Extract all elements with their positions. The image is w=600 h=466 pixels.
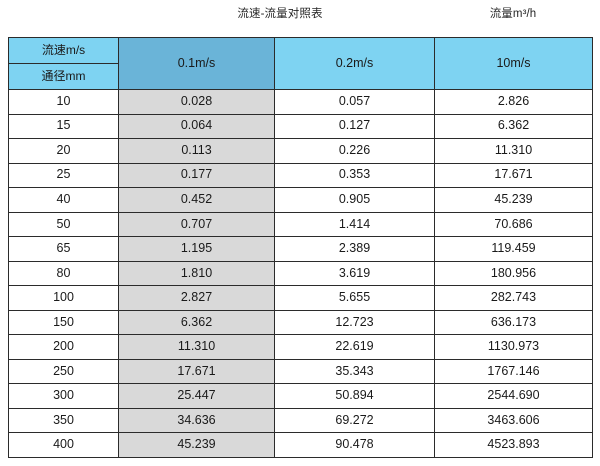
cell-nominal-diameter: 200 <box>8 334 119 360</box>
flow-unit-label: 流量m³/h <box>489 8 537 20</box>
cell-flow-value: 0.226 <box>274 138 435 164</box>
table-header-row: 流速m/s 通径mm 0.1m/s 0.2m/s 10m/s <box>8 37 593 90</box>
cell-flow-value: 11.310 <box>118 334 275 360</box>
cell-flow-value: 0.905 <box>274 187 435 213</box>
cell-flow-value: 70.686 <box>434 211 593 238</box>
cell-nominal-diameter: 300 <box>8 383 119 409</box>
cell-flow-value: 90.478 <box>274 432 435 458</box>
corner-header-cell: 流速m/s 通径mm <box>8 37 119 90</box>
cell-flow-value: 2.827 <box>118 285 275 311</box>
cell-flow-value: 1130.973 <box>434 334 593 360</box>
cell-flow-value: 17.671 <box>118 358 275 385</box>
cell-flow-value: 50.894 <box>274 383 435 409</box>
cell-flow-value: 17.671 <box>434 162 593 189</box>
cell-flow-value: 3.619 <box>274 260 435 287</box>
table-row: 300 25.447 50.894 2544.690 <box>8 383 593 409</box>
cell-flow-value: 1.195 <box>118 236 275 262</box>
table-row: 25 0.177 0.353 17.671 <box>8 162 593 189</box>
cell-nominal-diameter: 40 <box>8 187 119 213</box>
cell-flow-value: 35.343 <box>274 358 435 385</box>
cell-nominal-diameter: 400 <box>8 432 119 458</box>
table-row: 65 1.195 2.389 119.459 <box>8 236 593 262</box>
cell-flow-value: 0.353 <box>274 162 435 189</box>
table-row: 20 0.113 0.226 11.310 <box>8 138 593 164</box>
cell-flow-value: 282.743 <box>434 285 593 311</box>
table-row: 100 2.827 5.655 282.743 <box>8 285 593 311</box>
cell-flow-value: 2544.690 <box>434 383 593 409</box>
cell-nominal-diameter: 150 <box>8 309 119 336</box>
cell-flow-value: 0.177 <box>118 162 275 189</box>
table-row: 15 0.064 0.127 6.362 <box>8 113 593 140</box>
column-header-velocity-1[interactable]: 0.1m/s <box>118 37 275 90</box>
cell-nominal-diameter: 350 <box>8 407 119 434</box>
cell-flow-value: 0.452 <box>118 187 275 213</box>
cell-flow-value: 0.028 <box>118 89 275 115</box>
cell-flow-value: 6.362 <box>118 309 275 336</box>
table-row: 200 11.310 22.619 1130.973 <box>8 334 593 360</box>
table-row: 250 17.671 35.343 1767.146 <box>8 358 593 385</box>
corner-header-diameter-label: 通径mm <box>9 64 118 89</box>
cell-nominal-diameter: 100 <box>8 285 119 311</box>
table-row: 150 6.362 12.723 636.173 <box>8 309 593 336</box>
cell-nominal-diameter: 15 <box>8 113 119 140</box>
cell-flow-value: 22.619 <box>274 334 435 360</box>
cell-flow-value: 0.064 <box>118 113 275 140</box>
cell-flow-value: 34.636 <box>118 407 275 434</box>
cell-flow-value: 180.956 <box>434 260 593 287</box>
flow-velocity-table-container: 流速m/s 通径mm 0.1m/s 0.2m/s 10m/s 10 0.028 0.… <box>8 37 593 458</box>
cell-flow-value: 119.459 <box>434 236 593 262</box>
cell-nominal-diameter: 65 <box>8 236 119 262</box>
cell-flow-value: 636.173 <box>434 309 593 336</box>
cell-flow-value: 69.272 <box>274 407 435 434</box>
table-row: 50 0.707 1.414 70.686 <box>8 211 593 238</box>
cell-flow-value: 2.389 <box>274 236 435 262</box>
cell-flow-value: 45.239 <box>118 432 275 458</box>
cell-nominal-diameter: 20 <box>8 138 119 164</box>
cell-flow-value: 45.239 <box>434 187 593 213</box>
cell-flow-value: 0.113 <box>118 138 275 164</box>
table-row: 80 1.810 3.619 180.956 <box>8 260 593 287</box>
page-title: 流速-流量对照表 <box>237 8 323 20</box>
cell-flow-value: 2.826 <box>434 89 593 115</box>
cell-flow-value: 0.127 <box>274 113 435 140</box>
cell-nominal-diameter: 10 <box>8 89 119 115</box>
cell-flow-value: 6.362 <box>434 113 593 140</box>
cell-nominal-diameter: 25 <box>8 162 119 189</box>
table-body: 10 0.028 0.057 2.826 15 0.064 0.127 6.362 20 0.11… <box>8 89 593 458</box>
cell-flow-value: 0.057 <box>274 89 435 115</box>
corner-header-velocity-label: 流速m/s <box>9 38 118 64</box>
cell-nominal-diameter: 250 <box>8 358 119 385</box>
cell-flow-value: 0.707 <box>118 211 275 238</box>
table-row: 40 0.452 0.905 45.239 <box>8 187 593 213</box>
cell-flow-value: 1767.146 <box>434 358 593 385</box>
cell-flow-value: 5.655 <box>274 285 435 311</box>
column-header-velocity-3[interactable]: 10m/s <box>434 37 593 90</box>
table-row: 400 45.239 90.478 4523.893 <box>8 432 593 458</box>
flow-velocity-table: 流速m/s 通径mm 0.1m/s 0.2m/s 10m/s 10 0.028 0.… <box>8 37 593 458</box>
cell-flow-value: 1.810 <box>118 260 275 287</box>
cell-flow-value: 25.447 <box>118 383 275 409</box>
cell-flow-value: 11.310 <box>434 138 593 164</box>
cell-nominal-diameter: 50 <box>8 211 119 238</box>
table-row: 350 34.636 69.272 3463.606 <box>8 407 593 434</box>
table-row: 10 0.028 0.057 2.826 <box>8 89 593 115</box>
cell-flow-value: 1.414 <box>274 211 435 238</box>
column-header-velocity-2[interactable]: 0.2m/s <box>274 37 435 90</box>
cell-flow-value: 12.723 <box>274 309 435 336</box>
cell-flow-value: 3463.606 <box>434 407 593 434</box>
cell-flow-value: 4523.893 <box>434 432 593 458</box>
cell-nominal-diameter: 80 <box>8 260 119 287</box>
table-header: 流速m/s 通径mm 0.1m/s 0.2m/s 10m/s <box>8 37 593 90</box>
caption-strip: 流速-流量对照表 流量m³/h <box>0 0 600 37</box>
